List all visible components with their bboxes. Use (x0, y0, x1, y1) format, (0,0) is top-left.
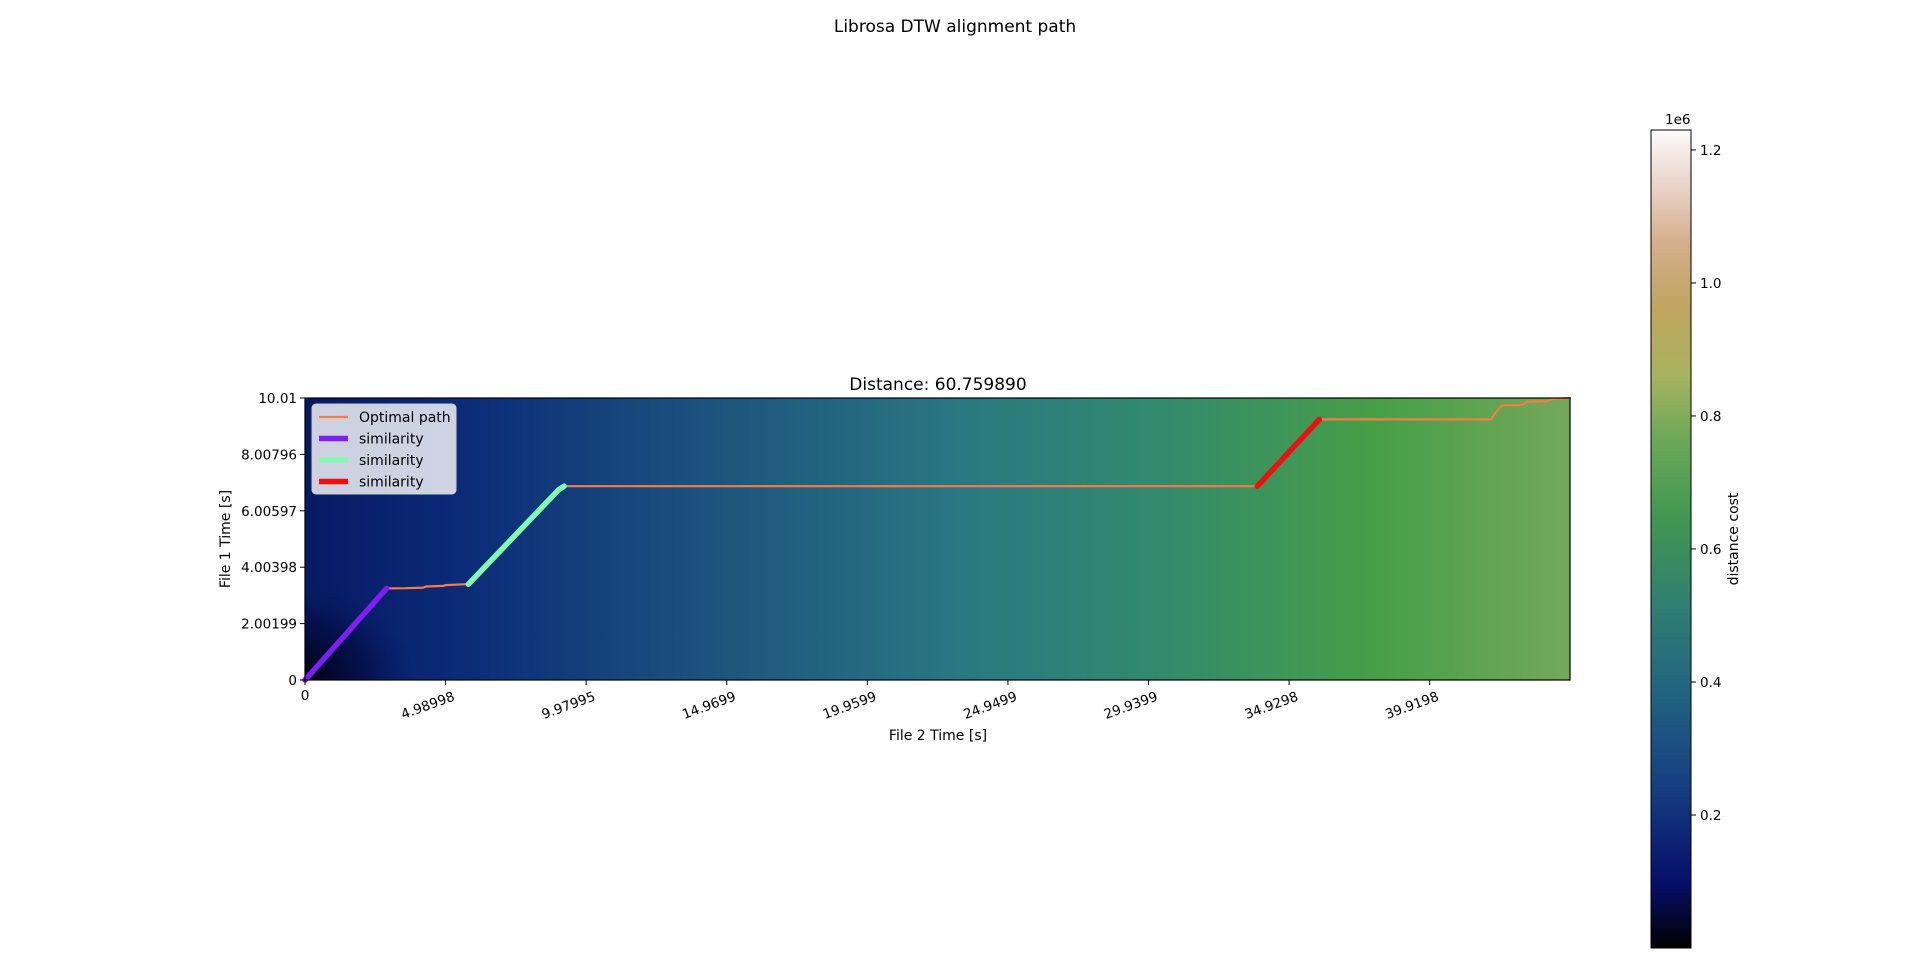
chart-title: Distance: 60.759890 (849, 375, 1026, 395)
series-line-0 (385, 396, 1572, 590)
series-line-1 (302, 585, 390, 683)
x-axis-label: File 2 Time [s] (889, 728, 987, 744)
colorbar (1650, 129, 1692, 949)
y-tick-label: 4.00398 (241, 560, 297, 576)
x-tick-label: 19.9599 (821, 689, 879, 723)
legend-box (311, 403, 457, 495)
x-tick-label: 14.9699 (680, 689, 738, 723)
colorbar-tick-label: 1.2 (1700, 143, 1721, 159)
x-tick-label: 4.98998 (399, 689, 457, 723)
colorbar-ticks: 0.2 0.4 0.6 0.8 1.0 1.2 (1691, 143, 1721, 824)
heatmap-dark-corner (305, 398, 1570, 680)
y-tick-label: 6.00597 (241, 504, 297, 520)
figure-title: Librosa DTW alignment path (834, 17, 1076, 37)
x-tick-label: 29.9399 (1102, 689, 1160, 723)
y-tick-label: 0 (288, 673, 297, 689)
axes-frame (304, 397, 1571, 681)
plot-lines (302, 396, 1572, 683)
x-axis-ticks: 0 4.98998 9.97995 14.9699 19.9599 24.9499 29.9… (301, 680, 1441, 723)
colorbar-tick-label: 1.0 (1700, 276, 1721, 292)
y-tick-label: 10.01 (258, 391, 297, 407)
colorbar-tick-label: 0.4 (1700, 675, 1721, 691)
colorbar-tick-label: 0.8 (1700, 409, 1721, 425)
colorbar-tick-label: 0.2 (1700, 808, 1721, 824)
x-tick-label: 0 (301, 688, 310, 704)
x-tick-label: 34.9298 (1243, 689, 1301, 723)
legend-label-3: similarity (359, 475, 424, 491)
legend-label-2: similarity (359, 453, 424, 469)
x-tick-label: 9.97995 (540, 689, 598, 723)
colorbar-offset-label: 1e6 (1665, 112, 1690, 128)
colorbar-label: distance cost (1726, 492, 1742, 585)
legend-label-1: similarity (359, 432, 424, 448)
x-tick-label: 39.9198 (1383, 689, 1441, 723)
colorbar-tick-label: 0.6 (1700, 542, 1721, 558)
series-line-2 (465, 483, 567, 587)
legend: Optimal path similarity similarity similari… (311, 403, 457, 495)
x-tick-label: 24.9499 (961, 689, 1019, 723)
y-tick-label: 8.00796 (241, 447, 297, 463)
y-axis-label: File 1 Time [s] (218, 490, 234, 588)
y-axis-ticks: 0 2.00199 4.00398 6.00597 8.00796 10.01 (241, 391, 305, 689)
legend-label-0: Optimal path (359, 410, 451, 426)
series-line-3 (1254, 416, 1323, 489)
y-tick-label: 2.00199 (241, 617, 297, 633)
